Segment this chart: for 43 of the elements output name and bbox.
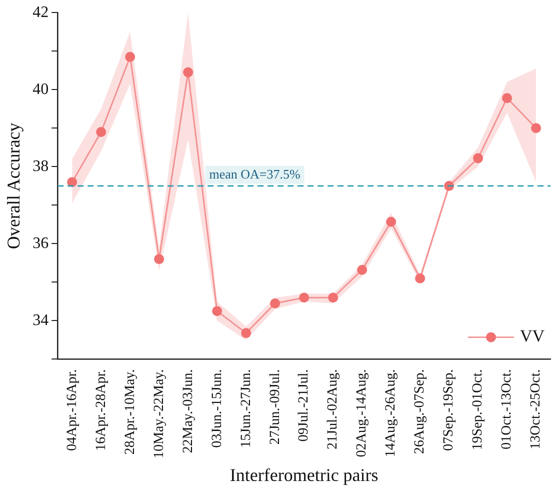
x-tick-label: 21Jul.-02Aug. [326,369,341,450]
point [357,264,368,275]
y-tick-label: 36 [32,234,49,252]
y-tick-label: 40 [32,80,49,98]
x-tick-label: 16Apr.-28Apr. [94,369,109,451]
point [183,67,194,78]
y-tick-label: 34 [32,312,49,329]
point [415,273,426,284]
point [67,177,78,188]
x-tick-label: 01Oct.-13Oct. [500,369,515,450]
x-tick-label: 03Jun.-15Jun. [210,369,225,448]
point [328,292,338,303]
y-tick-label: 42 [32,4,49,21]
legend-label: VV [520,326,546,346]
x-tick-label: 10May.-22May. [152,369,167,458]
point [473,153,484,164]
x-tick-label: 09Jul.-21Jul. [296,369,312,442]
point [154,254,164,264]
x-tick-label: 02Aug.-14Aug. [354,369,370,458]
x-tick-label: 26Aug.-07Sep. [412,369,428,454]
x-tick-label: 13Oct.-25Oct. [528,369,544,450]
x-tick-label: 14Aug.-26Aug. [384,369,399,458]
x-tick-label: 04Apr.-16Apr. [64,369,80,451]
y-tick-label: 38 [32,158,49,175]
x-tick-label: 27Jun.-09Jul. [268,369,283,445]
point [444,180,454,191]
x-tick-label: 19Sep.-01Oct. [470,369,486,450]
point [270,298,280,308]
point [241,328,252,338]
point [212,306,222,316]
point [96,126,106,137]
point [502,93,512,104]
point [125,52,136,62]
x-axis-title: Interferometric pairs [230,464,378,485]
point [299,292,310,303]
ref-line-label: mean OA=37.5% [209,166,300,182]
point [531,123,542,134]
x-tick-label: 15Jun.-27Jun. [238,369,254,448]
x-tick-label: 22May.-03Jun. [180,369,196,454]
x-tick-label: 07Sep.-19Sep. [442,369,457,451]
point [386,216,396,227]
y-axis-title: Overall Accuracy [4,122,24,250]
x-tick-label: 28Apr.-10May. [122,369,138,455]
